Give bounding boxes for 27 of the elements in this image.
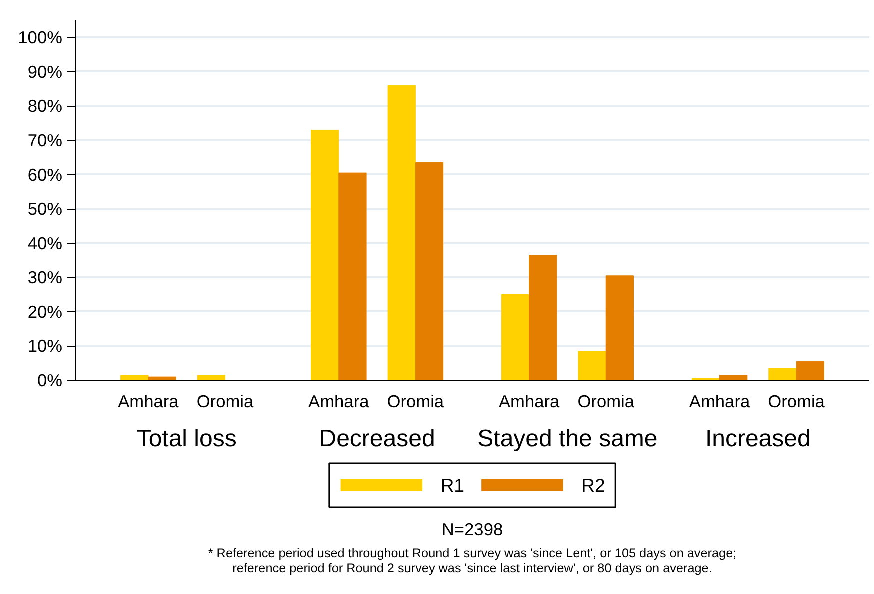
x-tick-label: Amhara — [498, 392, 560, 412]
y-tick-label: 20% — [28, 302, 63, 322]
y-tick-label: 0% — [37, 370, 62, 390]
text: * Reference period used throughout Round 1 survey was 'since Lent', or 105 days on average; reference period for Round 2 survey was 'since last interview', or 80 days on average. — [208, 546, 737, 576]
x-tick-label: Oromia — [768, 392, 826, 412]
text: Decreased — [319, 426, 436, 452]
x-tick-label: Oromia — [578, 392, 635, 412]
text: Increased — [705, 426, 811, 452]
y-tick-label: 40% — [28, 233, 63, 254]
y-tick-label: 50% — [28, 199, 63, 220]
x-tick-label: Oromia — [196, 392, 254, 412]
y-tick-label: 90% — [28, 62, 63, 82]
x-tick-label: Oromia — [387, 392, 444, 412]
legend-label: R2 — [582, 475, 606, 496]
text: N=2398 — [442, 520, 504, 540]
legend-label: R1 — [440, 475, 465, 496]
y-tick-label: 70% — [28, 130, 63, 150]
y-tick-label: 60% — [28, 164, 63, 185]
y-tick-label: 100% — [18, 28, 63, 48]
y-tick-label: 10% — [28, 336, 63, 356]
y-tick-label: 80% — [28, 96, 63, 116]
x-tick-label: Amhara — [689, 392, 750, 412]
text: Total loss — [136, 426, 237, 452]
text: Stayed the same — [478, 426, 658, 452]
x-tick-label: Amhara — [118, 392, 180, 412]
x-tick-label: Amhara — [308, 392, 370, 412]
y-tick-label: 30% — [28, 268, 63, 288]
